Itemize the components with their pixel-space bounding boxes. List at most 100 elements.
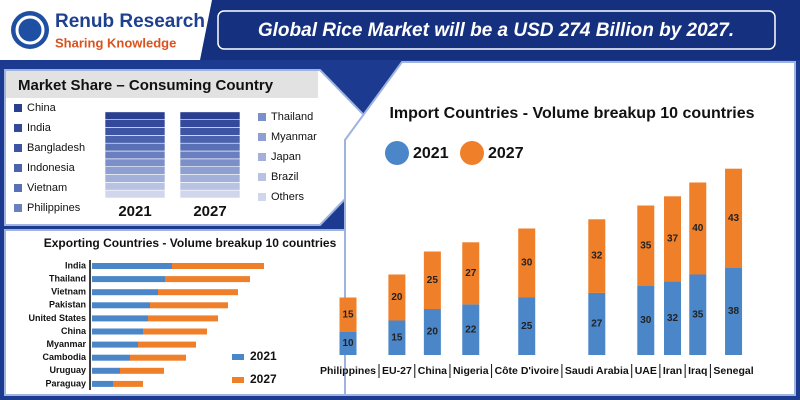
bar-segment — [165, 276, 250, 283]
bar-segment — [518, 297, 536, 355]
bar-segment — [725, 267, 743, 355]
y-tick-label: Thailand — [49, 273, 86, 283]
legend-swatch — [232, 377, 244, 383]
legend-label: Bangladesh — [27, 142, 85, 154]
legend-marker — [385, 141, 409, 165]
legend-label: 2027 — [250, 372, 277, 386]
headline: Global Rice Market will be a USD 274 Bil… — [258, 20, 734, 41]
x-tick-label: Philippines — [320, 365, 376, 377]
bar-segment — [104, 142, 166, 152]
data-label: 25 — [427, 275, 439, 286]
data-label: 20 — [391, 292, 403, 303]
bar-segment — [725, 168, 743, 268]
bar-segment — [143, 328, 207, 335]
legend-swatch — [14, 164, 22, 172]
legend-label: 2021 — [250, 349, 277, 363]
logo-area — [0, 0, 212, 60]
data-label: 15 — [391, 332, 403, 343]
bar-segment — [664, 196, 682, 282]
bar-segment — [92, 302, 150, 309]
x-tick-label: Nigeria — [453, 365, 489, 377]
data-label: 10 — [342, 338, 354, 349]
bar-segment — [92, 289, 158, 296]
bar-segment — [148, 315, 218, 322]
bar-segment — [462, 242, 480, 305]
legend-swatch — [14, 184, 22, 192]
data-label: 22 — [465, 324, 477, 335]
data-label: 32 — [591, 251, 603, 262]
x-tick-label: Saudi Arabia — [565, 365, 629, 377]
data-label: 15 — [342, 309, 354, 320]
bar-segment — [104, 127, 166, 136]
logo-tagline: Sharing Knowledge — [55, 35, 176, 50]
legend-label: 2027 — [488, 145, 524, 162]
bar-segment — [588, 219, 606, 293]
data-label: 40 — [692, 223, 704, 234]
x-tick-label: Côte D'ivoire — [495, 365, 560, 377]
bar-segment — [138, 341, 196, 348]
bar-segment — [179, 158, 241, 167]
logo-name: Renub Research — [55, 11, 205, 32]
x-tick-label: Senegal — [713, 365, 753, 377]
bar-segment — [637, 205, 655, 286]
legend-label: 2021 — [413, 145, 449, 162]
chart-title: Import Countries - Volume breakup 10 cou… — [389, 105, 754, 122]
bar-segment — [664, 281, 682, 355]
data-label: 35 — [640, 240, 652, 251]
bar-segment — [179, 189, 241, 199]
bar-segment — [104, 189, 166, 199]
legend-swatch — [258, 113, 266, 121]
bar-segment — [120, 367, 164, 374]
legend-swatch — [258, 193, 266, 201]
chart-title: Exporting Countries - Volume breakup 10 … — [44, 236, 337, 250]
bar-segment — [130, 354, 186, 361]
y-tick-label: Paraguay — [45, 378, 86, 388]
y-tick-label: Vietnam — [51, 287, 86, 297]
bar-segment — [92, 276, 165, 283]
data-label: 35 — [692, 309, 704, 320]
bar-segment — [179, 127, 241, 136]
bar-segment — [172, 263, 264, 269]
legend-label: Brazil — [271, 171, 299, 183]
bar-segment — [423, 251, 441, 309]
import-panel — [344, 61, 796, 396]
bar-segment — [689, 182, 707, 275]
x-tick-label: China — [418, 365, 447, 377]
y-tick-label: China — [61, 326, 87, 336]
legend-label: Myanmar — [271, 131, 317, 143]
bar-segment — [104, 166, 166, 175]
y-tick-label: Uruguay — [49, 365, 86, 375]
bar-segment — [92, 263, 172, 269]
bar-segment — [339, 332, 357, 355]
x-tick-label: Iran — [663, 365, 682, 377]
logo-ring — [15, 15, 45, 45]
x-tick-label: EU-27 — [382, 365, 412, 377]
bar-segment — [179, 150, 241, 160]
bar-segment — [179, 119, 241, 128]
data-label: 27 — [591, 319, 603, 330]
bar-segment — [518, 228, 536, 298]
bar-segment — [104, 158, 166, 167]
bar-segment — [104, 150, 166, 160]
bar-segment — [179, 142, 241, 152]
legend-label: India — [27, 122, 52, 134]
bar-segment — [179, 182, 241, 191]
bar-segment — [92, 328, 143, 335]
y-tick-label: Cambodia — [42, 352, 87, 362]
bar-segment — [104, 119, 166, 128]
bar-segment — [179, 135, 241, 144]
data-label: 25 — [521, 321, 533, 332]
bar-segment — [92, 315, 148, 322]
bar-segment — [637, 286, 655, 355]
y-tick-label: United States — [28, 313, 86, 323]
bar-segment — [92, 341, 138, 348]
data-label: 27 — [465, 268, 477, 279]
legend-swatch — [232, 354, 244, 360]
data-label: 38 — [728, 306, 740, 317]
bar-segment — [689, 274, 707, 355]
chart-title: Market Share – Consuming Country — [18, 77, 274, 94]
legend-swatch — [14, 104, 22, 112]
data-label: 43 — [728, 213, 740, 224]
bar-segment — [588, 292, 606, 355]
